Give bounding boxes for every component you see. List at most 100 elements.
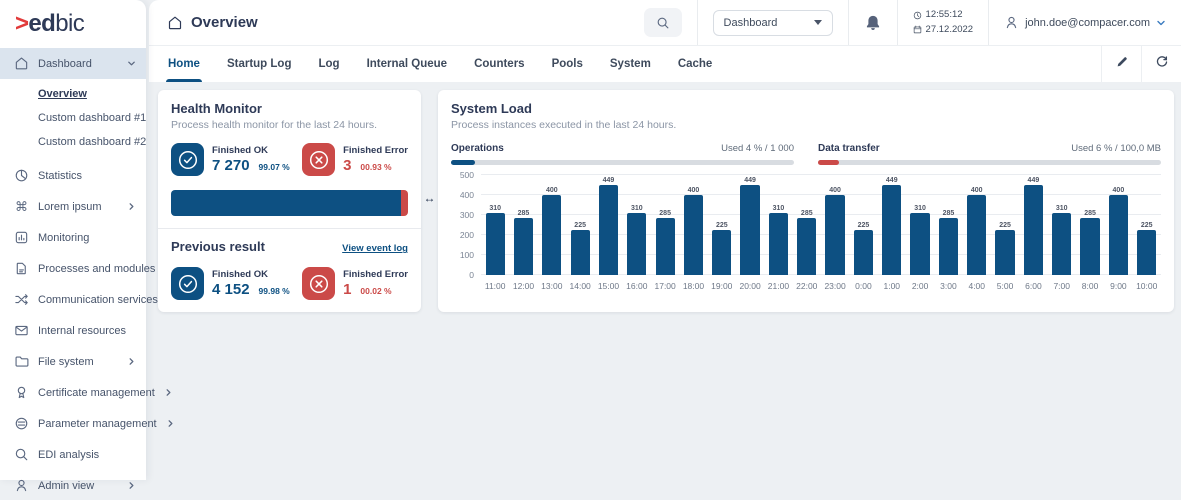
bar-value-label: 400	[688, 187, 700, 194]
x-tick-label: 23:00	[821, 281, 849, 291]
x-tick-label: 9:00	[1104, 281, 1132, 291]
tab-system[interactable]: System	[610, 46, 651, 82]
bar-value-label: 225	[574, 222, 586, 229]
bar-slot: 310	[623, 175, 651, 275]
health-monitor-subtitle: Process health monitor for the last 24 h…	[171, 119, 408, 131]
dashboard-select[interactable]: Dashboard	[713, 10, 833, 36]
sidebar-item-communication-services[interactable]: Communication services	[0, 285, 146, 314]
sidebar-subitem-custom-dashboard-2[interactable]: Custom dashboard #2	[0, 130, 146, 154]
tabbar-tools	[1101, 46, 1181, 82]
sidebar-item-processes-and-modules[interactable]: Processes and modules	[0, 254, 146, 283]
x-tick-label: 16:00	[623, 281, 651, 291]
sidebar-subitem-overview[interactable]: Overview	[0, 82, 146, 106]
x-tick-label: 0:00	[849, 281, 877, 291]
x-tick-label: 6:00	[1019, 281, 1047, 291]
bar-value-label: 225	[999, 222, 1011, 229]
operations-gauge: Operations Used 4 % / 1 000	[451, 143, 794, 165]
sidebar-item-monitoring[interactable]: Monitoring	[0, 223, 146, 252]
tab-pools[interactable]: Pools	[552, 46, 583, 82]
refresh-icon	[1155, 55, 1169, 74]
finished-ok-stat: Finished OK 7 270 99.07 %	[171, 143, 290, 176]
refresh-button[interactable]	[1141, 46, 1181, 82]
home-icon	[167, 15, 183, 31]
logo-gt: >	[15, 10, 28, 38]
tab-cache[interactable]: Cache	[678, 46, 713, 82]
dashboard-select-value: Dashboard	[724, 17, 778, 29]
sidebar-item-statistics[interactable]: Statistics	[0, 161, 146, 190]
bar-value-label: 285	[801, 210, 813, 217]
bar-value-label: 310	[489, 205, 501, 212]
chevron-right-icon	[127, 481, 136, 490]
tab-startup-log[interactable]: Startup Log	[227, 46, 292, 82]
bar-slot: 285	[793, 175, 821, 275]
command-icon: ⌘	[14, 199, 29, 214]
sidebar-item-lorem-ipsum[interactable]: ⌘Lorem ipsum	[0, 192, 146, 221]
x-tick-label: 21:00	[764, 281, 792, 291]
search-button[interactable]	[644, 8, 682, 37]
chevron-right-icon	[166, 419, 175, 428]
health-ratio-error-segment	[401, 190, 408, 216]
bar-value-label: 285	[659, 210, 671, 217]
system-load-subtitle: Process instances executed in the last 2…	[451, 119, 1161, 131]
tab-log[interactable]: Log	[318, 46, 339, 82]
edit-dashboard-button[interactable]	[1101, 46, 1141, 82]
bar-slot: 225	[1133, 175, 1161, 275]
data-transfer-fill	[818, 160, 839, 165]
sidebar-item-file-system[interactable]: File system	[0, 347, 146, 376]
x-tick-label: 17:00	[651, 281, 679, 291]
bar-slot: 400	[1104, 175, 1132, 275]
bar-value-label: 400	[546, 187, 558, 194]
bar-slot: 400	[679, 175, 707, 275]
check-circle-icon	[171, 143, 204, 176]
x-tick-label: 19:00	[708, 281, 736, 291]
sidebar-item-edi-analysis[interactable]: EDI analysis	[0, 440, 146, 469]
bell-icon[interactable]	[864, 14, 882, 32]
bar-slot: 310	[906, 175, 934, 275]
bar	[1024, 185, 1043, 275]
bar-slot: 225	[991, 175, 1019, 275]
y-tick-label: 0	[469, 270, 474, 280]
x-tick-label: 14:00	[566, 281, 594, 291]
view-event-log-link[interactable]: View event log	[342, 243, 408, 254]
sidebar-item-admin-view[interactable]: Admin view	[0, 471, 146, 500]
bar-value-label: 449	[886, 177, 898, 184]
pencil-icon	[1115, 55, 1129, 74]
resize-handle-icon[interactable]	[424, 192, 436, 312]
bar-value-label: 400	[971, 187, 983, 194]
chevron-down-icon	[1156, 18, 1166, 28]
bar-slot: 310	[481, 175, 509, 275]
x-tick-label: 15:00	[594, 281, 622, 291]
bar-value-label: 449	[744, 177, 756, 184]
tab-internal-queue[interactable]: Internal Queue	[367, 46, 448, 82]
finished-error-percent: 00.93 %	[360, 162, 391, 172]
sidebar-item-certificate-management[interactable]: Certificate management	[0, 378, 146, 407]
x-circle-icon	[302, 143, 335, 176]
bar-slot: 225	[566, 175, 594, 275]
tab-counters[interactable]: Counters	[474, 46, 524, 82]
y-tick-label: 300	[460, 210, 474, 220]
health-monitor-title: Health Monitor	[171, 101, 408, 116]
sidebar-item-dashboard[interactable]: Dashboard	[0, 48, 146, 79]
bar	[571, 230, 590, 275]
bar	[1137, 230, 1156, 275]
x-tick-label: 8:00	[1076, 281, 1104, 291]
user-menu[interactable]: john.doe@compacer.com	[1004, 15, 1166, 30]
search-icon	[14, 447, 29, 462]
bar-slot: 400	[821, 175, 849, 275]
chevron-right-icon	[127, 357, 136, 366]
x-tick-label: 2:00	[906, 281, 934, 291]
bar	[627, 213, 646, 275]
sidebar-subitem-custom-dashboard-1[interactable]: Custom dashboard #1	[0, 106, 146, 130]
bar-value-label: 225	[1141, 222, 1153, 229]
sidebar-item-parameter-management[interactable]: Parameter management	[0, 409, 146, 438]
finished-ok-percent: 99.07 %	[259, 162, 290, 172]
bar	[769, 213, 788, 275]
sidebar-item-internal-resources[interactable]: Internal resources	[0, 316, 146, 345]
document-icon	[14, 261, 29, 276]
tab-home[interactable]: Home	[168, 46, 200, 82]
bar	[1052, 213, 1071, 275]
